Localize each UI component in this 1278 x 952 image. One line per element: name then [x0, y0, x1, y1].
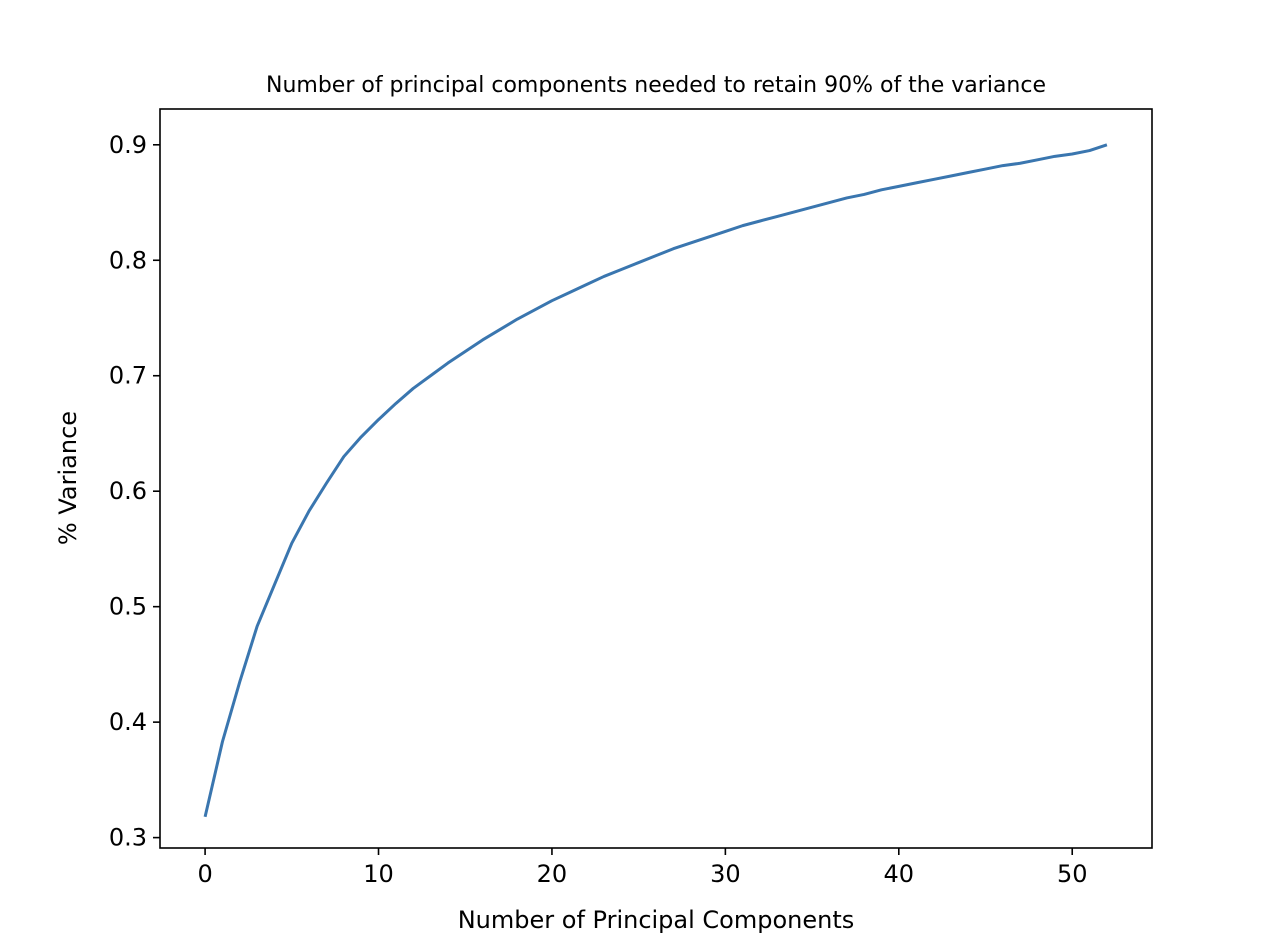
x-tick-label: 30: [710, 860, 741, 888]
x-tick-label: 40: [884, 860, 915, 888]
x-tick-label: 10: [363, 860, 394, 888]
y-tick-label: 0.6: [109, 477, 147, 505]
x-tick-label: 20: [537, 860, 568, 888]
y-tick-label: 0.8: [109, 246, 147, 274]
x-axis-ticks: 0 10 20 30 40 50: [197, 848, 1087, 888]
variance-line: [203, 143, 1108, 818]
y-tick-label: 0.7: [109, 362, 147, 390]
x-tick-label: 0: [197, 860, 212, 888]
x-tick-label: 50: [1057, 860, 1088, 888]
y-tick-label: 0.3: [109, 824, 147, 852]
y-tick-label: 0.4: [109, 708, 147, 736]
x-axis-label: Number of Principal Components: [458, 906, 855, 934]
y-tick-label: 0.5: [109, 593, 147, 621]
y-axis-ticks: 0.3 0.4 0.5 0.6 0.7 0.8 0.9: [109, 131, 160, 852]
plot-frame: [159, 108, 1153, 849]
y-tick-label: 0.9: [109, 131, 147, 159]
chart-title: Number of principal components needed to…: [266, 73, 1046, 98]
y-axis-label: % Variance: [54, 411, 82, 545]
